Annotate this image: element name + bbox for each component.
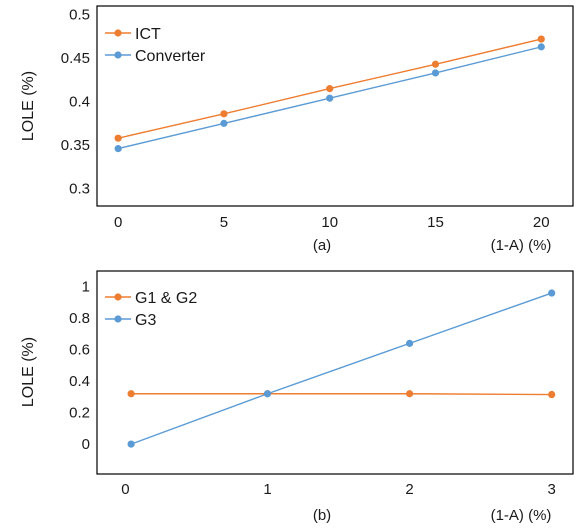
data-point: [220, 119, 228, 127]
plot-frame-a: [96, 5, 574, 207]
data-point: [405, 339, 414, 347]
panel-a: LOLE (%) (a) (1-A) (%) 0 5 10 15 20 0.3 0.35 0.…: [20, 5, 574, 254]
x-tick-label: 10: [321, 214, 338, 231]
y-tick-label: 0.4: [69, 373, 90, 390]
tick-labels-a: 0 5 10 15 20 0.3 0.35 0.4 0.45 0.5: [61, 7, 550, 231]
plot-frame-b: [96, 270, 574, 475]
x-tick-label: 15: [427, 214, 444, 231]
y-tick-label: 0.4: [69, 94, 90, 111]
x-tick-label: 2: [405, 481, 413, 498]
caption-b: (b): [313, 507, 331, 524]
x-tick-label: 3: [548, 481, 556, 498]
y-tick-label: 0.6: [69, 342, 90, 359]
data-point: [431, 60, 440, 68]
caption-a: (a): [313, 237, 331, 254]
data-point: [548, 289, 556, 297]
legend-marker: [114, 29, 122, 37]
y-tick-label: 0.45: [61, 50, 90, 67]
series-line: [130, 292, 552, 445]
data-point: [405, 390, 414, 398]
data-point: [326, 94, 334, 102]
legend-a: ICT Converter: [105, 26, 206, 65]
legend-b: G1 & G2 G3: [105, 290, 197, 329]
data-point: [263, 390, 272, 398]
series-a: [114, 35, 545, 153]
data-point: [114, 134, 122, 142]
y-axis-label-a: LOLE (%): [20, 71, 37, 141]
legend-label: G1 & G2: [135, 290, 197, 307]
panel-b: LOLE (%) (b) (1-A) (%) 0 1 2 3 0 0.2 0.4 0.6 0.8…: [20, 270, 574, 524]
x-tick-label: 0: [114, 214, 122, 231]
x-axis-label-a: (1-A) (%): [491, 237, 552, 254]
data-point: [114, 145, 122, 153]
x-tick-label: 5: [220, 214, 228, 231]
data-point: [548, 390, 556, 399]
data-point: [127, 440, 135, 448]
y-tick-label: 0.3: [69, 181, 90, 198]
legend-marker: [114, 51, 122, 59]
tick-labels-b: 0 1 2 3 0 0.2 0.4 0.6 0.8 1: [69, 279, 556, 498]
legend-marker: [114, 293, 122, 301]
y-tick-label: 0.8: [69, 310, 90, 327]
data-point: [326, 85, 334, 93]
legend-label: Converter: [135, 48, 206, 65]
legend-label: G3: [135, 312, 156, 329]
legend-marker: [114, 315, 122, 323]
y-axis-label-b: LOLE (%): [20, 337, 37, 407]
series-line: [131, 393, 552, 396]
y-tick-label: 0.5: [69, 7, 90, 24]
series-b: [127, 289, 556, 448]
data-point: [431, 69, 440, 77]
y-tick-label: 1: [82, 279, 90, 296]
x-axis-label-b: (1-A) (%): [491, 507, 552, 524]
x-tick-label: 20: [533, 214, 550, 231]
y-tick-label: 0.2: [69, 405, 90, 422]
data-point: [127, 390, 135, 398]
data-point: [537, 35, 545, 43]
data-point: [220, 110, 228, 118]
legend-label: ICT: [135, 26, 161, 43]
x-tick-label: 0: [121, 481, 129, 498]
x-tick-label: 1: [263, 481, 271, 498]
data-point: [537, 43, 545, 51]
y-tick-label: 0.35: [61, 137, 90, 154]
y-tick-label: 0: [82, 436, 90, 453]
